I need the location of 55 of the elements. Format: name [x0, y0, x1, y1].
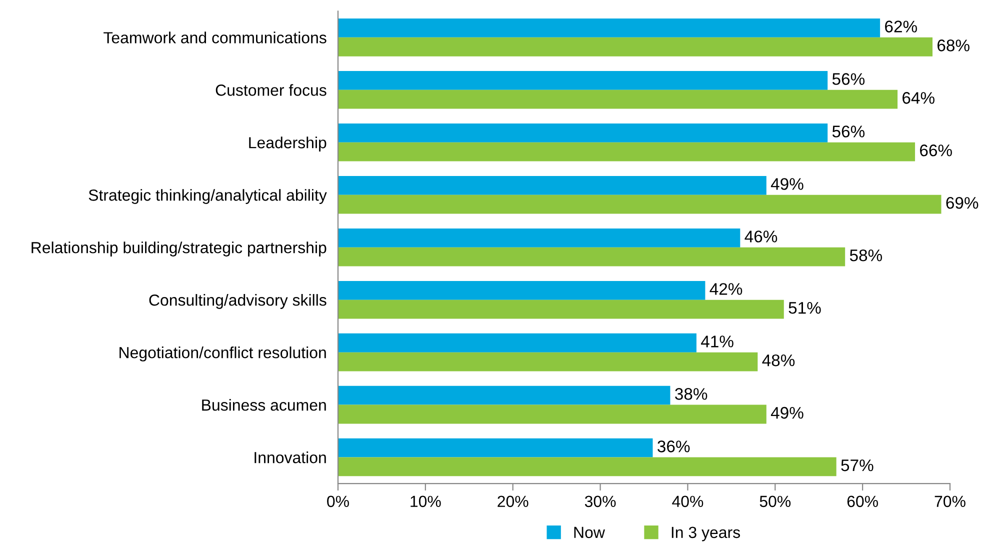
data-label: 48% [762, 354, 795, 366]
y-tick-label: Innovation [254, 452, 326, 464]
bar [338, 37, 933, 56]
bar [338, 333, 696, 352]
x-tick-label: 10% [410, 496, 441, 508]
data-label: 68% [938, 40, 970, 52]
data-label: 56% [832, 126, 865, 138]
bar [338, 247, 846, 266]
legend-label: Now [574, 526, 605, 538]
data-label: 57% [841, 459, 874, 472]
data-label: 58% [850, 249, 882, 262]
data-label: 69% [946, 196, 978, 209]
y-tick-label: Relationship building/strategic partnership [32, 242, 326, 256]
y-tick-label: Business acumen [202, 399, 326, 411]
data-label: 42% [710, 283, 742, 295]
bar [338, 457, 836, 476]
bar [338, 90, 898, 109]
x-tick-label: 30% [584, 496, 616, 508]
y-tick-label: Consulting/advisory skills [149, 294, 326, 309]
data-label: 38% [675, 388, 708, 400]
x-tick-label: 70% [934, 496, 966, 508]
bar [338, 176, 766, 195]
data-label: 36% [658, 440, 690, 452]
data-label: 66% [920, 144, 952, 156]
bar [338, 18, 880, 38]
bar [338, 194, 942, 214]
data-label: 46% [744, 230, 778, 242]
bar [338, 386, 670, 405]
data-label: 49% [770, 406, 804, 419]
x-tick-label: 20% [498, 496, 528, 508]
bar [338, 280, 706, 300]
x-tick-label: 0% [327, 496, 349, 508]
x-tick-label: 60% [847, 496, 878, 508]
y-tick-label: Teamwork and communications [104, 32, 326, 44]
legend-label: In 3 years [672, 526, 740, 542]
bar [338, 123, 828, 142]
x-tick-label: 50% [760, 496, 791, 508]
data-label: 49% [770, 178, 804, 190]
bar [338, 438, 653, 458]
bar [338, 404, 766, 424]
y-tick-label: Leadership [249, 136, 326, 152]
x-tick-label: 40% [672, 496, 704, 508]
bar [338, 300, 784, 319]
bar [338, 228, 740, 248]
data-label: 62% [885, 20, 917, 32]
data-label: 51% [788, 302, 821, 314]
data-label: 56% [832, 73, 865, 85]
bar [338, 352, 758, 372]
data-label: 41% [701, 336, 734, 348]
bar [338, 142, 916, 162]
y-tick-label: Customer focus [216, 84, 326, 96]
y-tick-label: Negotiation/conflict resolution [120, 346, 326, 362]
y-tick-label: Strategic thinking/analytical ability [88, 189, 327, 204]
data-label: 64% [902, 92, 934, 104]
bar [338, 71, 828, 90]
